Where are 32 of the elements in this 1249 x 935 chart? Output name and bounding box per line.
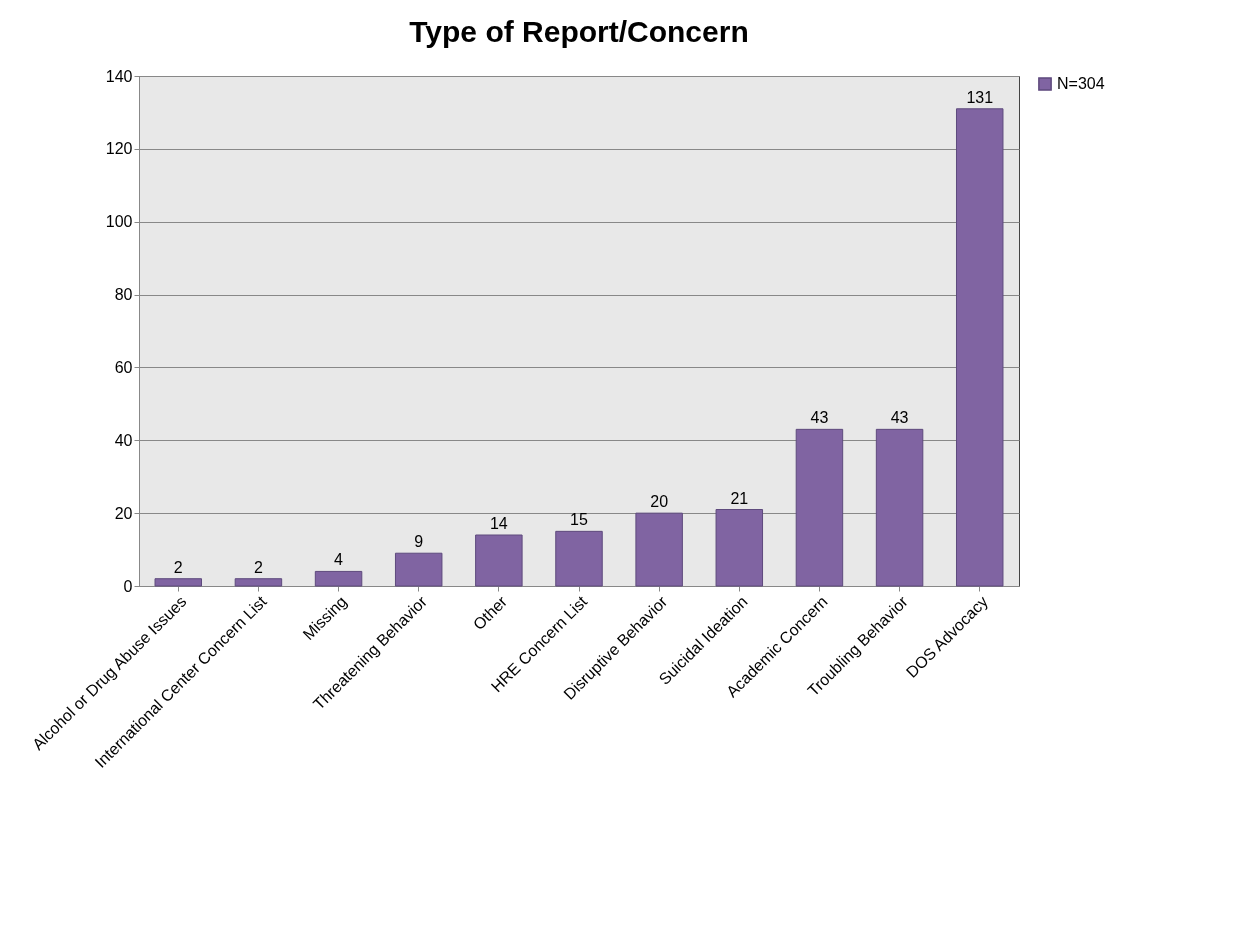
y-tick-label: 80	[114, 286, 133, 304]
chart-title: Type of Report/Concern	[409, 15, 749, 48]
data-label: 20	[650, 493, 669, 511]
legend-label: N=304	[1057, 75, 1105, 92]
bar	[394, 552, 443, 587]
bar	[635, 512, 683, 587]
data-label: 131	[966, 88, 994, 106]
data-label: 14	[489, 515, 508, 532]
data-label: 2	[253, 558, 263, 576]
y-tick-label: 0	[123, 577, 133, 595]
bar	[314, 570, 363, 587]
bar	[475, 534, 523, 587]
y-tick-label: 100	[105, 213, 133, 231]
data-label: 21	[730, 489, 749, 507]
data-label: 2	[173, 558, 183, 576]
bar	[555, 530, 603, 587]
data-label: 15	[570, 511, 588, 529]
data-label: 9	[414, 533, 424, 551]
bar	[795, 428, 844, 587]
data-label: 43	[890, 409, 909, 427]
data-label: 43	[810, 409, 829, 427]
y-tick-label: 40	[114, 431, 133, 449]
bar	[715, 509, 764, 587]
bar	[154, 578, 203, 587]
y-tick-label: 60	[114, 358, 133, 376]
y-tick-label: 140	[105, 67, 133, 85]
bar	[234, 578, 283, 587]
y-tick-label: 20	[114, 504, 133, 522]
data-label: 4	[334, 551, 344, 569]
bar	[875, 428, 924, 587]
y-tick-label: 120	[105, 140, 133, 158]
bar	[955, 108, 1004, 587]
